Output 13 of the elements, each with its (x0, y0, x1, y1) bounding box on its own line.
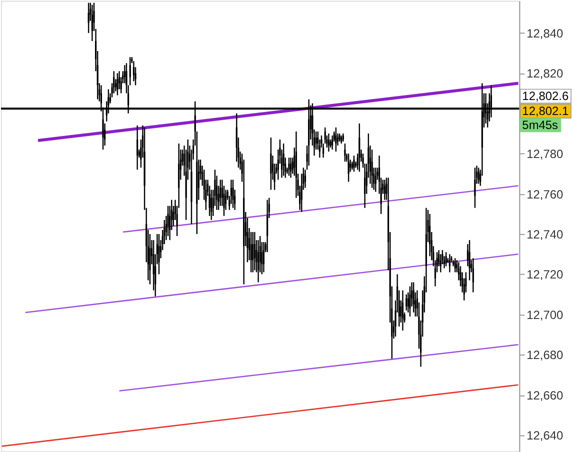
y-tick-label: 12,660 (526, 388, 564, 402)
ref-line-label: 12,802.1 (522, 104, 570, 118)
text: 5m45s (522, 118, 558, 132)
y-tick-label: 12,780 (526, 147, 564, 162)
y-tick-label: 12,700 (526, 308, 564, 322)
y-tick-label: 12,680 (526, 348, 564, 362)
y-tick-label: 12,760 (526, 187, 564, 202)
ref-line-label: 12,802.6 (522, 89, 570, 104)
y-tick-label: 12,720 (526, 268, 564, 282)
y-tick-label: 12,820 (526, 66, 564, 81)
y-tick-label: 12,640 (526, 428, 564, 443)
y-tick-label: 12,840 (526, 26, 564, 40)
y-tick-label: 12,740 (526, 228, 564, 242)
